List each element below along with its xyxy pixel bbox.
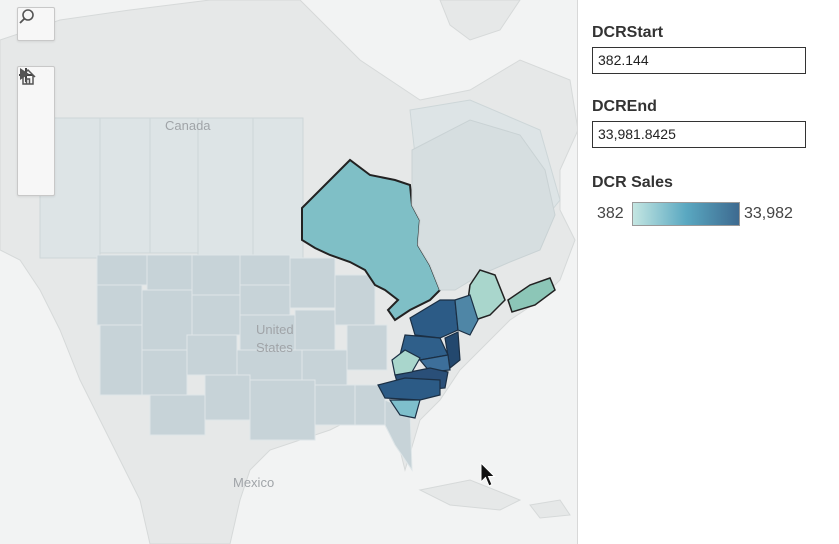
dcr-start-title: DCRStart [592,24,664,41]
region-nova-scotia[interactable] [507,277,556,313]
legend-min-label: 382 [597,205,624,222]
us-states-faded [96,254,413,472]
map-canvas [0,0,577,544]
legend-max-label: 33,982 [744,205,793,222]
map-view[interactable]: Canada United States Mexico [0,0,578,544]
label-canada: Canada [165,118,211,133]
home-button[interactable] [18,68,54,163]
land-caribbean [418,479,522,511]
land-caribbean-2 [529,499,571,519]
region-ontario[interactable] [301,158,442,322]
region-maryland[interactable] [418,354,451,373]
label-states: States [256,340,293,355]
color-legend-bar[interactable] [632,202,740,226]
legend-title: DCR Sales [592,174,673,191]
search-button[interactable] [18,8,54,40]
label-united: United [256,322,294,337]
zoom-out-button[interactable] [18,74,54,131]
cursor-icon [480,462,496,487]
highlighted-states [377,294,479,419]
map-search-control[interactable] [17,7,55,41]
region-west-virginia[interactable] [391,349,421,376]
parameters-panel: DCRStart 382.144 DCREnd 33,981.8425 DCR … [579,0,839,544]
map-zoom-toolbar [17,66,55,196]
region-north-carolina[interactable] [377,377,441,401]
land-greenland [439,0,521,41]
dcr-start-input[interactable]: 382.144 [592,47,806,74]
label-mexico: Mexico [233,475,275,490]
dcr-end-title: DCREnd [592,98,657,115]
expand-toolbar-button[interactable] [18,68,54,195]
region-south-carolina[interactable] [388,399,421,419]
region-new-england[interactable] [454,294,479,336]
dcr-end-input[interactable]: 33,981.8425 [592,121,806,148]
